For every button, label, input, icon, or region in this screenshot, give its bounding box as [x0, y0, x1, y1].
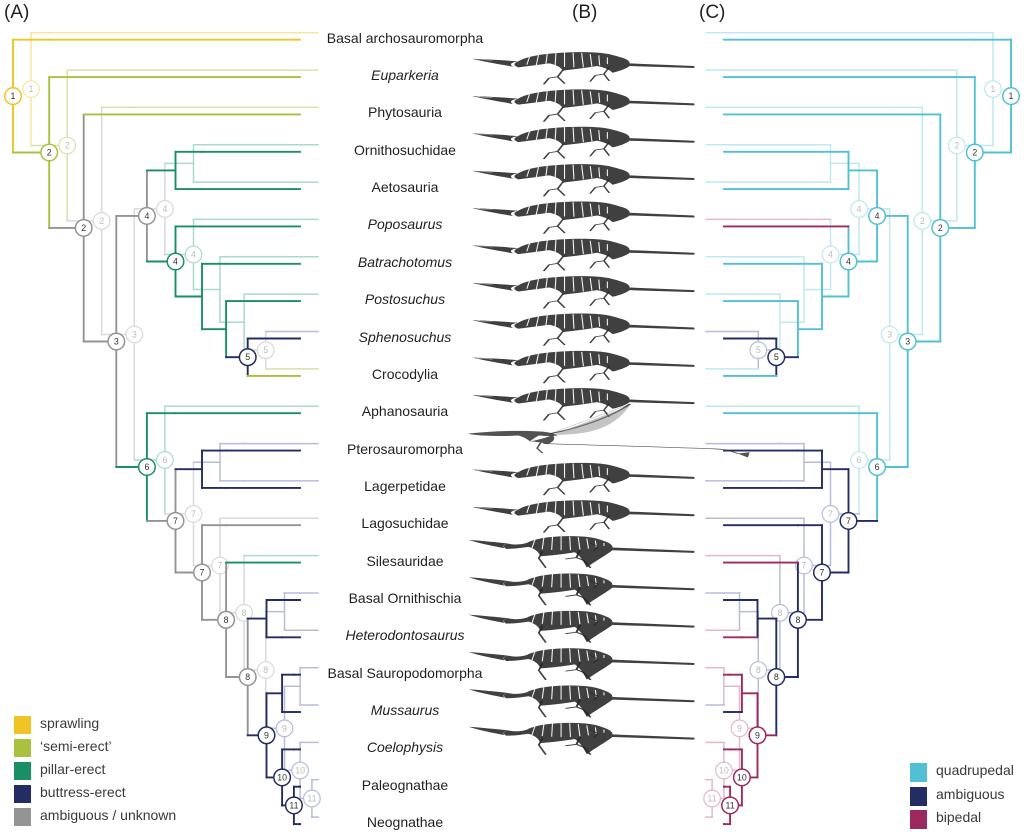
svg-text:8: 8: [795, 615, 800, 625]
svg-text:10: 10: [719, 765, 729, 775]
svg-text:4: 4: [144, 211, 149, 221]
svg-text:6: 6: [875, 462, 880, 472]
svg-text:3: 3: [905, 337, 910, 347]
svg-text:7: 7: [846, 516, 851, 526]
svg-text:1: 1: [1009, 91, 1014, 101]
svg-text:10: 10: [737, 772, 747, 782]
svg-text:7: 7: [191, 509, 196, 519]
svg-text:2: 2: [65, 141, 70, 151]
svg-text:4: 4: [828, 250, 833, 260]
svg-text:1: 1: [11, 91, 16, 101]
svg-text:6: 6: [144, 462, 149, 472]
svg-text:4: 4: [162, 204, 167, 214]
svg-text:2: 2: [47, 148, 52, 158]
svg-text:7: 7: [200, 568, 205, 578]
svg-text:7: 7: [802, 561, 807, 571]
svg-text:6: 6: [857, 455, 862, 465]
svg-text:3: 3: [132, 330, 137, 340]
svg-text:8: 8: [774, 672, 779, 682]
svg-text:1: 1: [29, 84, 34, 94]
svg-text:2: 2: [920, 216, 925, 226]
svg-text:8: 8: [242, 608, 247, 618]
svg-text:8: 8: [777, 608, 782, 618]
svg-text:4: 4: [846, 257, 851, 267]
svg-text:11: 11: [726, 800, 735, 810]
svg-text:2: 2: [938, 223, 943, 233]
svg-text:3: 3: [114, 337, 119, 347]
svg-text:4: 4: [875, 211, 880, 221]
svg-text:4: 4: [191, 250, 196, 260]
svg-text:2: 2: [954, 141, 959, 151]
svg-text:2: 2: [972, 148, 977, 158]
svg-text:7: 7: [218, 561, 223, 571]
svg-text:5: 5: [756, 345, 761, 355]
svg-text:11: 11: [307, 793, 316, 803]
svg-text:6: 6: [162, 455, 167, 465]
svg-text:11: 11: [289, 800, 298, 810]
svg-text:2: 2: [99, 216, 104, 226]
svg-text:8: 8: [245, 672, 250, 682]
svg-text:5: 5: [774, 352, 779, 362]
svg-text:10: 10: [295, 765, 305, 775]
svg-text:9: 9: [282, 723, 287, 733]
svg-text:9: 9: [737, 723, 742, 733]
svg-text:11: 11: [708, 793, 717, 803]
svg-text:1: 1: [991, 84, 996, 94]
svg-text:8: 8: [224, 615, 229, 625]
svg-text:5: 5: [245, 352, 250, 362]
svg-text:7: 7: [173, 516, 178, 526]
svg-text:3: 3: [887, 330, 892, 340]
svg-text:4: 4: [857, 204, 862, 214]
svg-text:8: 8: [756, 665, 761, 675]
svg-text:7: 7: [820, 568, 825, 578]
svg-text:2: 2: [81, 223, 86, 233]
svg-text:5: 5: [263, 345, 268, 355]
svg-text:9: 9: [755, 730, 760, 740]
svg-text:4: 4: [173, 257, 178, 267]
svg-text:7: 7: [828, 509, 833, 519]
